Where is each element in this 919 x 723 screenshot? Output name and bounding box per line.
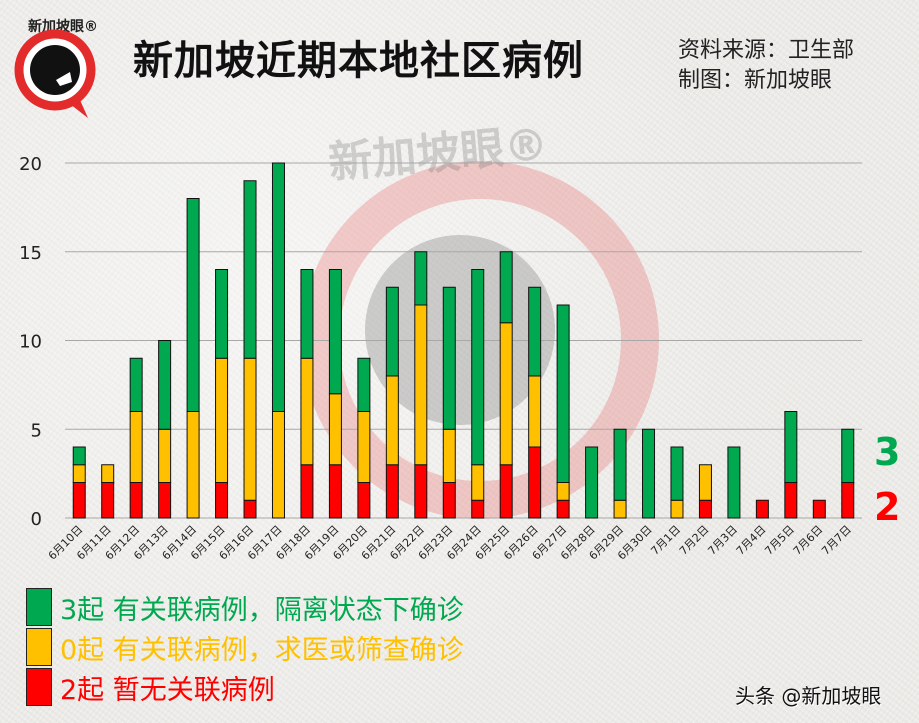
- bar-segment-unlinked: [158, 482, 172, 519]
- latest-quarantined-count: 3: [874, 430, 901, 474]
- bar-segment-unlinked: [72, 482, 86, 519]
- bar-segment-unlinked: [841, 482, 855, 519]
- bar-segment-linked_quarantined: [442, 286, 456, 430]
- bar-segment-linked_community: [556, 482, 570, 501]
- bar-segment-linked_quarantined: [670, 446, 684, 501]
- bar-segment-unlinked: [385, 464, 399, 519]
- bar-segment-linked_quarantined: [271, 162, 285, 412]
- bar-segment-linked_community: [528, 375, 542, 448]
- bar-segment-linked_community: [499, 322, 513, 466]
- bar-segment-linked_community: [385, 375, 399, 466]
- bar-segment-linked_quarantined: [186, 198, 200, 412]
- legend-swatch: [26, 668, 52, 706]
- legend-swatch: [26, 628, 52, 666]
- bar-segment-unlinked: [101, 482, 115, 519]
- bar-segment-unlinked: [300, 464, 314, 519]
- source-text: 资料来源：卫生部: [678, 38, 855, 63]
- bar-segment-unlinked: [215, 482, 229, 519]
- bar-segment-unlinked: [357, 482, 371, 519]
- x-tick-label: 7月4日: [734, 523, 769, 558]
- bar-segment-linked_community: [471, 464, 485, 501]
- bar-segment-unlinked: [471, 499, 485, 519]
- legend-item-unlinked: 2起 暂无关联病例: [26, 667, 464, 707]
- bar-segment-linked_quarantined: [300, 269, 314, 359]
- bar-segment-linked_community: [328, 393, 342, 466]
- x-tick-label: 7月3日: [705, 523, 740, 558]
- bar-segment-linked_community: [670, 499, 684, 519]
- bar-segment-linked_quarantined: [129, 357, 143, 412]
- bar-segment-unlinked: [812, 499, 826, 519]
- y-tick-label: 5: [31, 420, 42, 441]
- bar-segment-linked_community: [186, 411, 200, 519]
- bar-segment-linked_community: [357, 411, 371, 483]
- bar-segment-linked_quarantined: [784, 411, 798, 483]
- bar-segment-unlinked: [129, 482, 143, 519]
- bar-segment-linked_community: [215, 357, 229, 483]
- y-tick-label: 10: [19, 332, 42, 353]
- legend-item-quarantined: 3起 有关联病例，隔离状态下确诊: [26, 587, 464, 627]
- bar-segment-unlinked: [784, 482, 798, 519]
- bar-segment-linked_community: [698, 464, 712, 501]
- bar-segment-linked_quarantined: [556, 304, 570, 483]
- y-tick-label: 15: [19, 243, 42, 264]
- bar-segment-unlinked: [556, 499, 570, 519]
- x-tick-label: 7月2日: [677, 523, 712, 558]
- bar-segment-linked_quarantined: [528, 286, 542, 377]
- bar-segment-linked_quarantined: [499, 251, 513, 324]
- bar-segment-linked_quarantined: [328, 269, 342, 395]
- legend-label: 3起 有关联病例，隔离状态下确诊: [60, 594, 464, 626]
- bar-segment-linked_community: [72, 464, 86, 483]
- bar-segment-linked_quarantined: [841, 428, 855, 483]
- legend-label: 0起 有关联病例，求医或筛查确诊: [60, 634, 464, 666]
- legend-item-community: 0起 有关联病例，求医或筛查确诊: [26, 627, 464, 667]
- bar-segment-unlinked: [528, 446, 542, 519]
- page-title: 新加坡近期本地社区病例: [133, 38, 584, 84]
- bar-segment-unlinked: [442, 482, 456, 519]
- bar-segment-linked_quarantined: [613, 428, 627, 501]
- bar-segment-linked_quarantined: [642, 428, 656, 519]
- credit-text: 头条 @新加坡眼: [735, 684, 882, 708]
- x-tick-label: 7月1日: [648, 523, 683, 558]
- bar-segment-linked_quarantined: [471, 269, 485, 466]
- latest-unlinked-count: 2: [874, 485, 901, 529]
- bar-segment-linked_quarantined: [158, 340, 172, 430]
- bar-segment-unlinked: [414, 464, 428, 519]
- bar-segment-unlinked: [698, 499, 712, 519]
- bar-segment-unlinked: [328, 464, 342, 519]
- bar-segment-linked_quarantined: [357, 357, 371, 412]
- bar-segment-linked_community: [243, 357, 257, 501]
- y-tick-label: 20: [19, 154, 42, 175]
- bar-segment-linked_community: [442, 428, 456, 483]
- bar-segment-linked_quarantined: [243, 180, 257, 359]
- bar-segment-linked_community: [101, 464, 115, 483]
- legend: 3起 有关联病例，隔离状态下确诊 0起 有关联病例，求医或筛查确诊 2起 暂无关…: [26, 587, 464, 707]
- legend-label: 2起 暂无关联病例: [60, 674, 275, 706]
- x-tick-label: 7月5日: [762, 523, 797, 558]
- bar-segment-linked_quarantined: [727, 446, 741, 519]
- bar-segment-linked_quarantined: [215, 269, 229, 359]
- bar-segment-linked_community: [613, 499, 627, 519]
- legend-swatch: [26, 588, 52, 626]
- author-text: 制图：新加坡眼: [678, 68, 833, 93]
- bar-segment-linked_quarantined: [72, 446, 86, 466]
- bar-segment-linked_community: [271, 411, 285, 519]
- bar-segment-linked_community: [129, 411, 143, 483]
- x-tick-label: 7月7日: [819, 523, 854, 558]
- bar-segment-linked_quarantined: [585, 446, 599, 519]
- y-tick-label: 0: [31, 509, 42, 530]
- bar-segment-unlinked: [755, 499, 769, 519]
- x-tick-label: 7月6日: [791, 523, 826, 558]
- bar-segment-linked_quarantined: [385, 286, 399, 377]
- bar-segment-linked_quarantined: [414, 251, 428, 306]
- bar-segment-linked_community: [300, 357, 314, 466]
- bar-segment-unlinked: [243, 499, 257, 519]
- logo: 新加坡眼®: [14, 18, 98, 118]
- bar-segment-linked_community: [414, 304, 428, 466]
- bar-segment-unlinked: [499, 464, 513, 519]
- bar-segment-linked_community: [158, 428, 172, 483]
